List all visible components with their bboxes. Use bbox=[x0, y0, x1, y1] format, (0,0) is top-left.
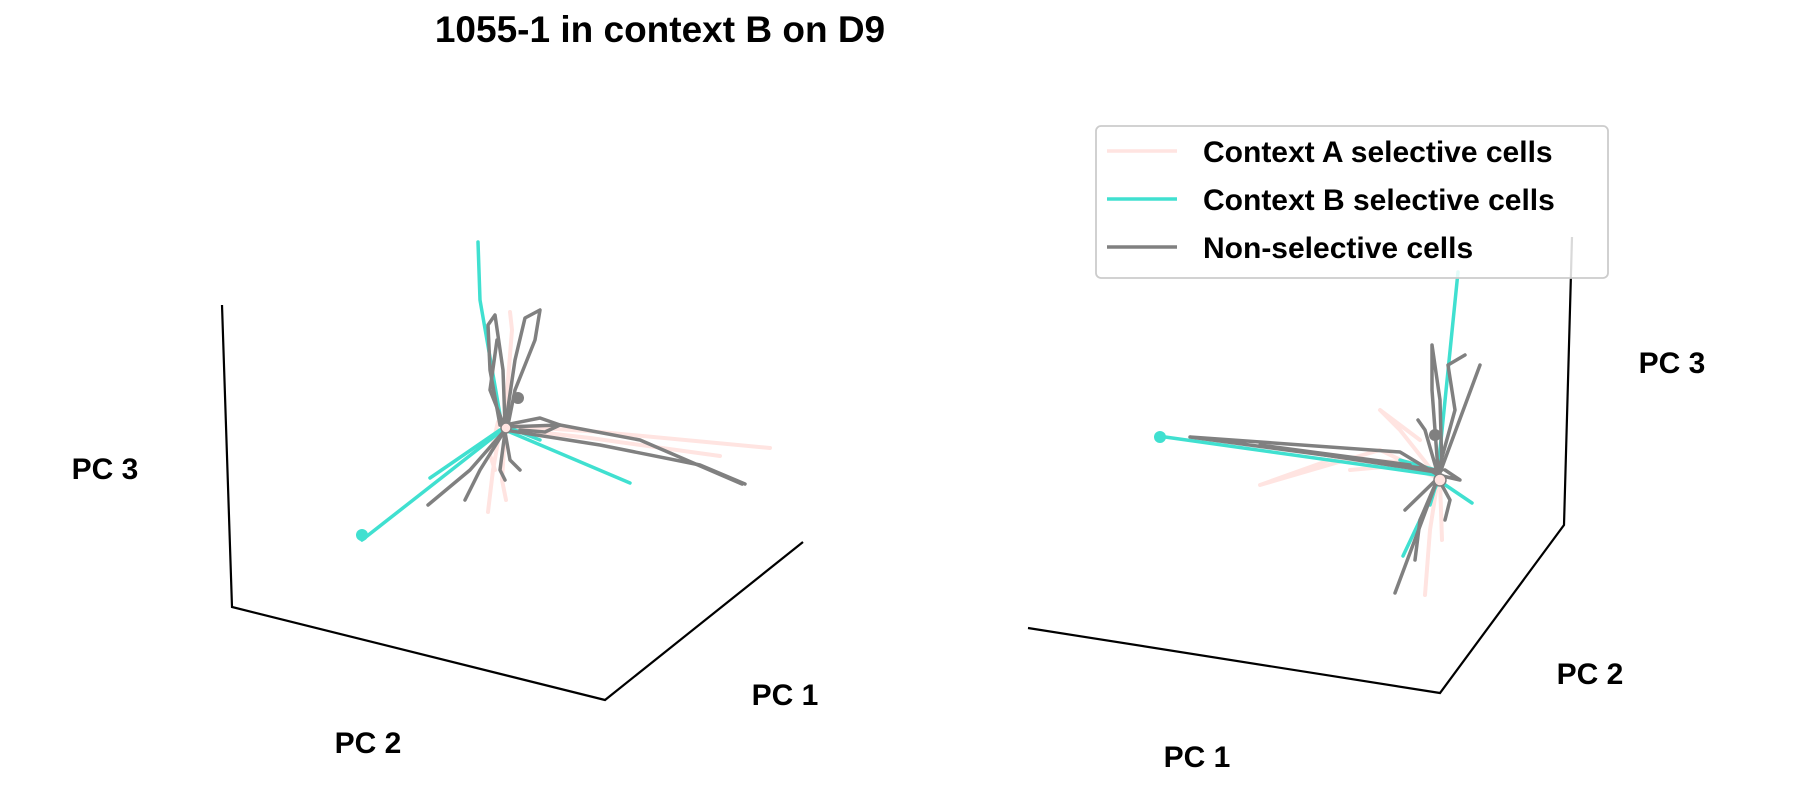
chart-title: 1055-1 in context B on D9 bbox=[435, 9, 885, 50]
non-selective-trajectory bbox=[426, 428, 507, 507]
context-a-trajectory bbox=[1438, 478, 1444, 542]
legend-label-context-b: Context B selective cells bbox=[1203, 184, 1555, 217]
non-selective-trajectory bbox=[488, 338, 507, 430]
context-a-start-point bbox=[500, 422, 512, 434]
non-selective-trajectory bbox=[498, 430, 507, 482]
legend-box bbox=[1095, 125, 1609, 279]
right-pc1-label: PC 1 bbox=[1164, 741, 1231, 774]
context-a-trajectory bbox=[503, 310, 514, 422]
non-selective-trajectory bbox=[1436, 353, 1467, 474]
context-b-start-point bbox=[356, 529, 368, 541]
left-pc3-label: PC 3 bbox=[72, 453, 139, 486]
context-b-trajectory bbox=[1156, 434, 1438, 477]
left-pc1-label: PC 1 bbox=[752, 679, 819, 712]
legend-label-non-selective: Non-selective cells bbox=[1203, 232, 1473, 265]
non-selective-trajectory bbox=[1430, 343, 1444, 472]
context-b-trajectory bbox=[428, 428, 502, 480]
context-b-trajectory bbox=[476, 240, 505, 434]
left-trajectories bbox=[356, 240, 772, 542]
context-a-start-point bbox=[1433, 473, 1447, 487]
non-selective-trajectory bbox=[1258, 443, 1438, 474]
non-selective-start-point bbox=[512, 392, 524, 404]
context-a-trajectory bbox=[1378, 408, 1440, 480]
right-pc2-label: PC 2 bbox=[1557, 658, 1624, 691]
non-selective-start-point bbox=[1429, 429, 1441, 441]
right-3d-panel: PC 3 PC 2 PC 1 bbox=[1027, 236, 1706, 774]
left-axis-frame bbox=[220, 304, 804, 702]
non-selective-trajectory bbox=[503, 416, 562, 434]
non-selective-trajectory bbox=[503, 428, 747, 486]
non-selective-trajectory bbox=[503, 308, 542, 430]
right-trajectories bbox=[1154, 270, 1482, 597]
non-selective-trajectory bbox=[1436, 363, 1482, 480]
left-pc2-label: PC 2 bbox=[335, 727, 402, 760]
left-3d-panel: PC 3 PC 2 PC 1 bbox=[72, 240, 819, 760]
context-b-start-point bbox=[1154, 431, 1166, 443]
context-b-trajectory bbox=[503, 428, 632, 485]
non-selective-trajectory bbox=[1403, 476, 1440, 512]
non-selective-trajectory bbox=[1413, 476, 1440, 562]
non-selective-trajectory bbox=[463, 428, 507, 502]
context-b-trajectory bbox=[360, 430, 502, 542]
context-a-trajectory bbox=[1423, 476, 1440, 597]
right-pc3-label: PC 3 bbox=[1639, 347, 1706, 380]
legend: Context A selective cells Context B sele… bbox=[1095, 125, 1609, 279]
right-axis-frame bbox=[1027, 236, 1574, 695]
non-selective-trajectory bbox=[1416, 418, 1438, 470]
legend-label-context-a: Context A selective cells bbox=[1203, 136, 1553, 169]
non-selective-trajectory bbox=[503, 430, 522, 472]
